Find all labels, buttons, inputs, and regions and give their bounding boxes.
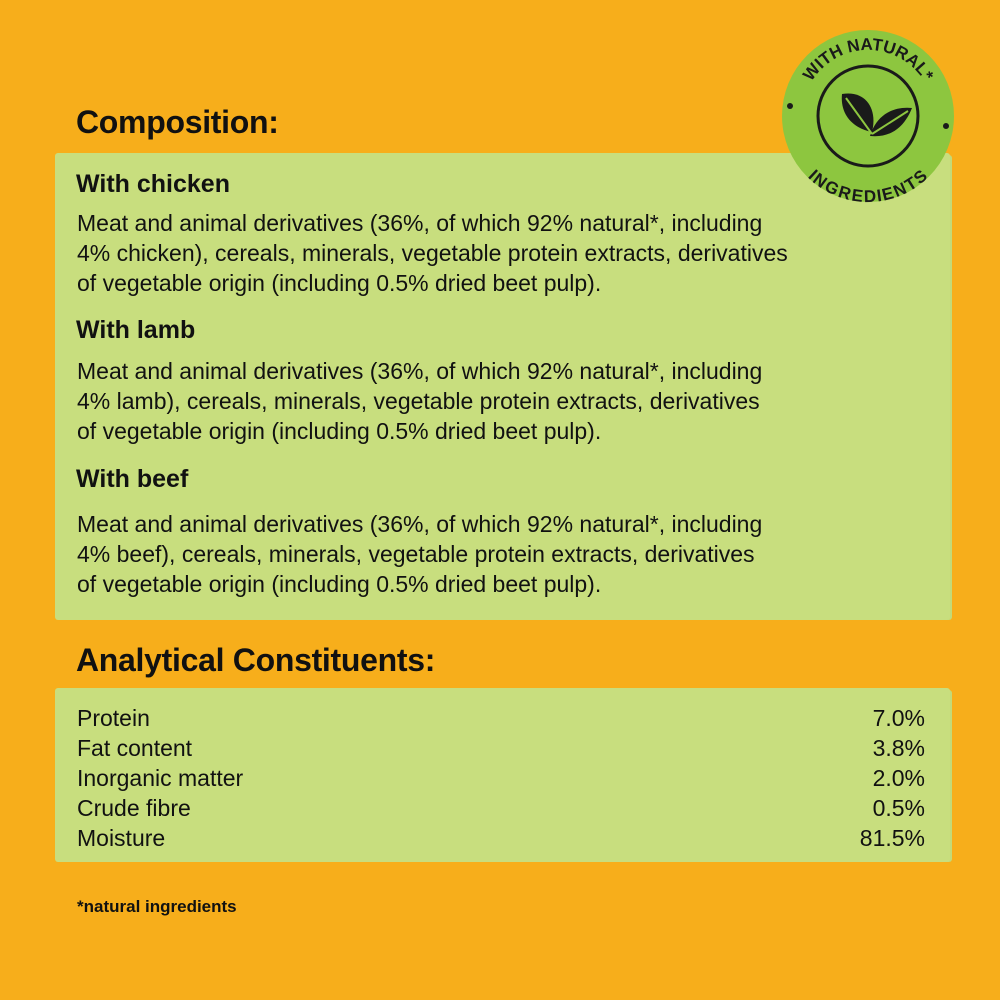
- section-heading-lamb: With lamb: [76, 316, 196, 344]
- section-text-chicken: Meat and animal derivatives (36%, of whi…: [77, 208, 788, 298]
- text-line: Meat and animal derivatives (36%, of whi…: [77, 358, 763, 384]
- text-line: 4% lamb), cereals, minerals, vegetable p…: [77, 388, 760, 414]
- leaves-icon: [841, 93, 912, 137]
- badge-inner-ring: [816, 64, 920, 168]
- composition-panel: [55, 155, 950, 620]
- text-line: of vegetable origin (including 0.5% drie…: [77, 270, 602, 296]
- analytical-panel: [55, 690, 950, 862]
- row-label: Fat content: [77, 735, 193, 761]
- row-label: Protein: [77, 705, 150, 731]
- section-heading-chicken: With chicken: [76, 170, 230, 198]
- section-text-beef: Meat and animal derivatives (36%, of whi…: [77, 509, 762, 599]
- table-row: Moisture 81.5%: [77, 825, 925, 852]
- table-row: Protein 7.0%: [77, 705, 925, 732]
- row-value: 7.0%: [872, 705, 925, 731]
- row-value: 2.0%: [872, 765, 925, 791]
- text-line: of vegetable origin (including 0.5% drie…: [77, 418, 602, 444]
- table-row: Crude fibre 0.5%: [77, 795, 925, 822]
- table-row: Inorganic matter 2.0%: [77, 765, 925, 792]
- analytical-title: Analytical Constituents:: [76, 642, 436, 678]
- row-label: Crude fibre: [77, 795, 191, 821]
- text-line: 4% beef), cereals, minerals, vegetable p…: [77, 541, 755, 567]
- row-value: 81.5%: [859, 825, 925, 851]
- row-value: 0.5%: [872, 795, 925, 821]
- row-label: Moisture: [77, 825, 166, 851]
- text-line: Meat and animal derivatives (36%, of whi…: [77, 210, 763, 236]
- composition-title: Composition:: [76, 104, 279, 140]
- natural-ingredients-badge: WITH NATURAL* INGREDIENTS: [782, 30, 954, 204]
- row-label: Inorganic matter: [77, 765, 244, 791]
- text-line: of vegetable origin (including 0.5% drie…: [77, 571, 602, 597]
- row-value: 3.8%: [872, 735, 925, 761]
- text-line: 4% chicken), cereals, minerals, vegetabl…: [77, 240, 788, 266]
- text-line: Meat and animal derivatives (36%, of whi…: [77, 511, 763, 537]
- table-row: Fat content 3.8%: [77, 735, 925, 762]
- section-heading-beef: With beef: [76, 465, 189, 493]
- footnote: *natural ingredients: [77, 897, 237, 916]
- section-text-lamb: Meat and animal derivatives (36%, of whi…: [77, 356, 762, 446]
